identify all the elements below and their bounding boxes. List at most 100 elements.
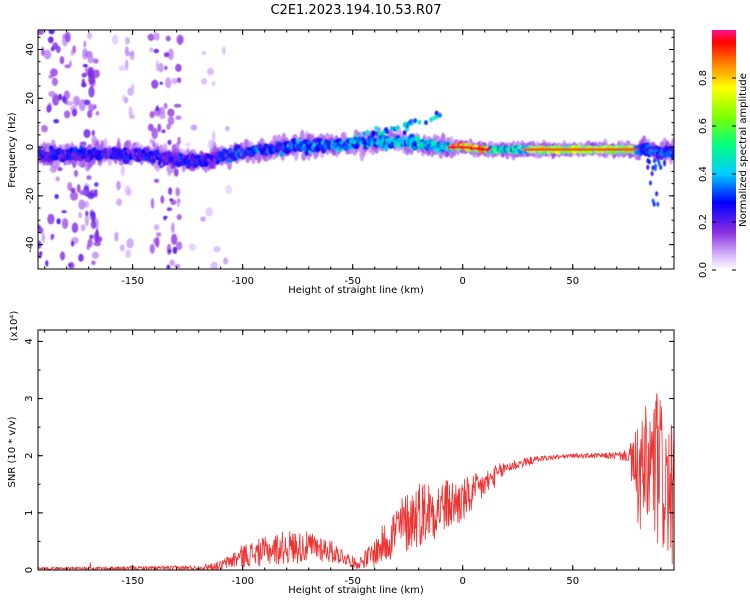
snr-ytick-label: 2 [24,453,35,459]
heatmap-cell-75 [93,104,97,110]
heatmap-cell-96 [93,69,100,78]
heatmap-cell-249 [78,253,84,262]
heatmap-cell-2375 [650,171,654,177]
spectrogram-xtick-label: -150 [121,276,144,287]
heatmap-cell-210 [185,142,191,147]
heatmap-cell-2390 [653,166,657,172]
heatmap-cell-131 [118,65,127,72]
heatmap-cell-54 [70,49,74,56]
heatmap-cell-175 [153,237,159,245]
heatmap-cell-231 [50,46,55,52]
heatmap-cell-2372 [402,122,407,128]
heatmap-cell-219 [56,218,61,225]
heatmap-cell-2356 [402,130,407,136]
heatmap-cell-69 [89,77,95,84]
heatmap-cell-208 [188,243,196,251]
snr-series-line [38,393,674,570]
colorbar-tick-label: 0.4 [698,166,709,182]
heatmap-cell-177 [150,198,155,209]
snr-ytick-label: 3 [24,395,35,401]
heatmap-cell-113 [116,198,122,206]
heatmap-cell-1600 [353,145,360,150]
heatmap-cell-132 [127,87,134,96]
heatmap-cell-169 [151,79,159,89]
snr-ytick-label: 4 [24,338,35,344]
heatmap-cell-2334 [632,148,637,151]
spectrogram-ylabel: Frequency (Hz) [7,112,18,188]
heatmap-cell-2378 [646,164,650,170]
colorbar-ticks: 0.0 0.2 0.4 0.6 0.8 [698,70,736,278]
heatmap-cell-230 [169,198,174,202]
heatmap-cell-112 [116,180,121,191]
heatmap-cell-2357 [371,131,376,137]
heatmap-cell-2365 [434,110,439,116]
heatmap-cell-122 [124,37,130,45]
heatmap-cell-2359 [413,118,418,124]
heatmap-cell-2358 [424,120,428,126]
heatmap-cell-130 [126,188,132,196]
heatmap-cell-70 [91,251,99,259]
heatmap-cell-155 [149,138,153,144]
heatmap-cell-98 [87,238,93,248]
heatmap-cell-2389 [652,201,656,207]
heatmap-cell-188 [176,241,183,250]
heatmap-cell-147 [177,136,181,145]
heatmap-cell-187 [178,35,182,46]
heatmap-cell-204 [225,185,233,195]
heatmap-cell-49 [84,215,89,227]
snr-frame [37,329,675,571]
heatmap-cell-209 [223,257,229,265]
heatmap-cell-190 [153,32,160,41]
heatmap-cell-719 [440,132,446,144]
heatmap-cell-203 [201,51,206,56]
heatmap-cell-0 [70,191,78,201]
snr-panel: -150 -100 -50 0 50 0 1 2 3 4 Height of straight l… [7,311,675,596]
heatmap-cell-162 [173,168,179,177]
heatmap-cell-2344 [374,125,379,131]
snr-ticks: -150 -100 -50 0 50 0 1 2 3 4 [24,330,674,587]
heatmap-cell-40 [67,182,73,191]
snr-ytick-label: 0 [24,567,35,573]
heatmap-cell-257 [161,129,166,134]
heatmap-cell-192 [149,111,155,119]
heatmap-cell-254 [168,187,173,196]
heatmap-cell-2388 [659,165,663,170]
heatmap-cell-94 [94,188,98,198]
heatmap-cell-84 [93,58,99,64]
heatmap-cell-51 [72,95,80,107]
heatmap-cell-23 [52,93,60,106]
heatmap-cell-2366 [437,112,442,118]
heatmap-cell-25 [63,110,71,119]
heatmap-cell-24 [69,60,72,67]
heatmap-cell-170 [153,107,161,117]
spectrogram-xtick-label: 50 [566,276,579,287]
heatmap-cell-114 [120,164,125,177]
heatmap-cell-18 [78,99,86,112]
heatmap-cell-2352 [384,127,389,132]
heatmap-cell-206 [224,125,230,132]
heatmap-cell-222 [172,246,178,254]
heatmap-cell-52 [78,212,82,219]
heatmap-cell-199 [200,216,207,222]
heatmap-cell-44 [43,49,52,60]
heatmap-cell-103 [87,192,95,200]
heatmap-cell-58 [38,30,44,35]
heatmap-cell-198 [212,130,216,143]
heatmap-cell-97 [83,40,87,48]
heatmap-cell-153 [157,62,164,73]
heatmap-cell-178 [155,60,159,72]
heatmap-cell-2373 [361,136,365,142]
heatmap-cell-2376 [655,191,659,197]
heatmap-cell-124 [129,114,135,120]
spectrogram-ticks: -150 -100 -50 0 50 -40 -20 0 20 40 [25,30,674,287]
heatmap-cell-164 [168,48,174,61]
snr-ylabel: SNR (10 * v/v) [7,416,18,487]
heatmap-cell-241 [38,251,42,259]
heatmap-cell-126 [125,249,132,259]
heatmap-cell-217 [58,93,62,101]
heatmap-cell-136 [176,214,182,221]
heatmap-cell-196 [205,207,213,217]
snr-xtick-label: 0 [460,576,466,587]
heatmap-cell-125 [124,46,129,57]
spectrogram-ytick-label: -40 [25,236,36,252]
